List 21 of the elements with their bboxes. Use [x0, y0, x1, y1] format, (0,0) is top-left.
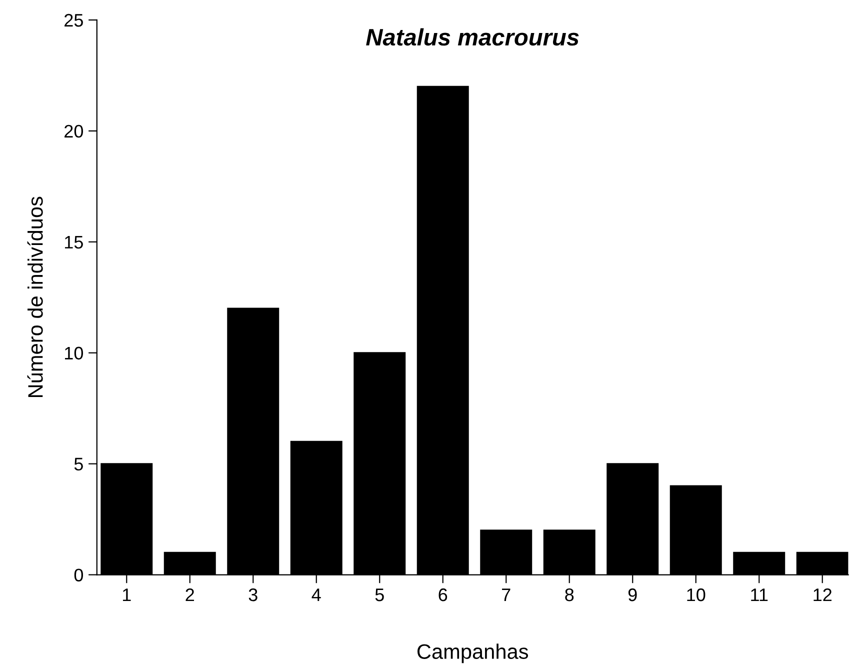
- x-tick-label: 1: [122, 588, 131, 602]
- x-tick-label: 3: [248, 588, 258, 602]
- x-tick-label: 12: [814, 588, 832, 602]
- x-axis-title: Campanhas: [417, 644, 528, 664]
- x-tick-label: 10: [687, 588, 706, 602]
- y-tick-label: 0: [74, 568, 83, 582]
- y-tick-label: 25: [64, 14, 83, 27]
- x-tick-label: 2: [186, 588, 194, 602]
- x-tick-label: 11: [751, 588, 768, 602]
- x-tick-label: 4: [312, 588, 321, 602]
- y-tick-label: 20: [64, 124, 83, 138]
- x-tick-label: 9: [628, 588, 637, 602]
- y-tick-label: 5: [74, 458, 83, 471]
- x-tick-label: 6: [438, 588, 448, 602]
- chart-title: Natalus macrourus: [366, 28, 579, 46]
- y-axis-title: Número de indivíduos: [27, 196, 43, 397]
- x-tick-label: 7: [502, 588, 510, 602]
- y-tick-label: 15: [65, 236, 83, 249]
- y-tick-label: 10: [65, 346, 83, 360]
- x-tick-label: 5: [375, 588, 384, 602]
- x-tick-label: 8: [565, 588, 574, 602]
